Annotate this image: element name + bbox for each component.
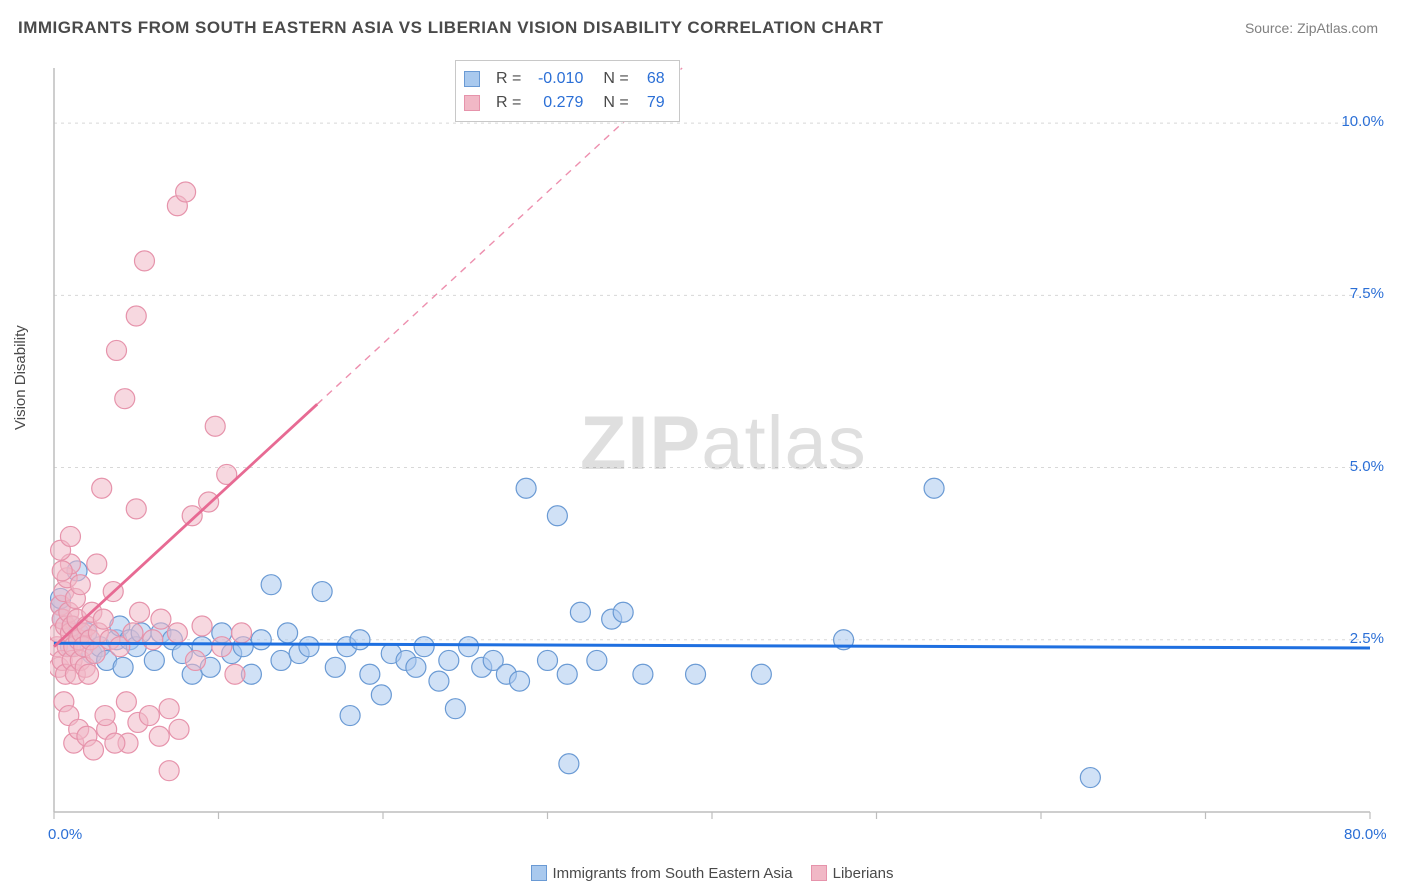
y-tick-label: 5.0% xyxy=(1350,458,1384,475)
y-tick-label: 10.0% xyxy=(1341,113,1384,130)
stat-label-n: N = xyxy=(591,67,628,91)
y-tick-label: 7.5% xyxy=(1350,285,1384,302)
legend-swatch xyxy=(811,865,827,881)
chart-title: IMMIGRANTS FROM SOUTH EASTERN ASIA VS LI… xyxy=(18,18,884,38)
watermark-bold: ZIP xyxy=(580,401,701,486)
correlation-row: R = -0.010 N = 68 xyxy=(464,67,665,91)
legend-swatch xyxy=(531,865,547,881)
watermark-light: atlas xyxy=(701,401,867,486)
stat-label-n: N = xyxy=(591,91,628,115)
legend-swatch xyxy=(464,71,480,87)
legend-swatch xyxy=(464,95,480,111)
watermark: ZIPatlas xyxy=(580,400,867,487)
stat-value-n: 79 xyxy=(637,91,665,115)
y-tick-label: 2.5% xyxy=(1350,630,1384,647)
stat-value-r: -0.010 xyxy=(529,67,583,91)
legend-label: Immigrants from South Eastern Asia xyxy=(553,865,793,882)
legend-label: Liberians xyxy=(833,865,894,882)
series-legend: Immigrants from South Eastern Asia Liberi… xyxy=(0,865,1406,882)
stat-value-r: 0.279 xyxy=(529,91,583,115)
y-axis-label: Vision Disability xyxy=(12,325,29,430)
source-attribution: Source: ZipAtlas.com xyxy=(1245,20,1378,36)
correlation-row: R = 0.279 N = 79 xyxy=(464,91,665,115)
stat-label-r: R = xyxy=(492,67,521,91)
stat-label-r: R = xyxy=(492,91,521,115)
x-tick-label: 0.0% xyxy=(48,826,82,843)
correlation-legend: R = -0.010 N = 68 R = 0.279 N = 79 xyxy=(455,60,680,122)
x-tick-label: 80.0% xyxy=(1344,826,1387,843)
stat-value-n: 68 xyxy=(637,67,665,91)
